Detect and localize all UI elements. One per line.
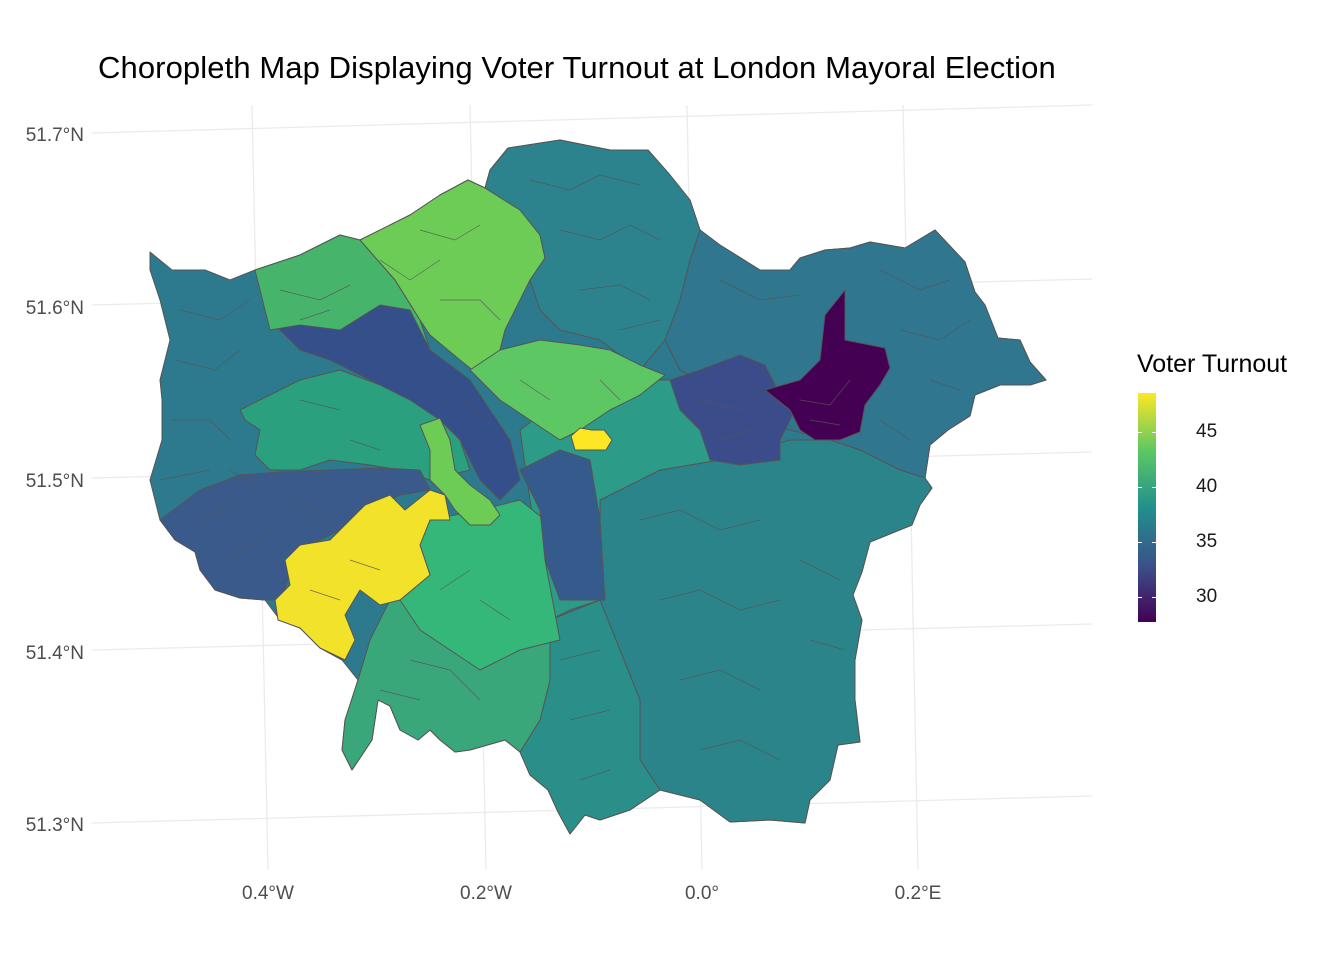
region-lambeth	[519, 449, 606, 601]
region-enfield-haringey-east	[484, 139, 701, 371]
legend-tick	[1152, 542, 1156, 543]
region-bexley-bromley	[599, 439, 933, 824]
legend-tick	[1152, 597, 1156, 598]
lon-label: 0.2°E	[895, 883, 942, 904]
region-richmond-kingston	[274, 489, 451, 661]
lat-label: 51.6°N	[26, 298, 84, 319]
region-camden-islington	[469, 339, 666, 441]
legend-color-bar	[1138, 393, 1156, 622]
legend-tick	[1152, 432, 1156, 433]
region-barking	[764, 289, 891, 441]
lon-label: 0.4°W	[242, 883, 294, 904]
region-north-barnet	[359, 179, 546, 373]
lat-label: 51.4°N	[26, 643, 84, 664]
legend-title: Voter Turnout	[1137, 350, 1288, 378]
map-regions	[149, 139, 1047, 835]
legend-tick	[1138, 597, 1142, 598]
region-newham	[669, 354, 796, 466]
legend-tick	[1138, 542, 1142, 543]
region-kensington-strip	[419, 417, 501, 526]
lat-label: 51.7°N	[26, 125, 84, 146]
legend-label: 40	[1196, 476, 1218, 497]
lon-label: 0.0°	[685, 883, 719, 904]
lon-label: 0.2°W	[460, 883, 512, 904]
lat-label: 51.3°N	[26, 815, 84, 836]
lat-label: 51.5°N	[26, 471, 84, 492]
legend-tick	[1138, 432, 1142, 433]
region-north-central-west	[254, 234, 431, 351]
legend-tick	[1138, 487, 1142, 488]
legend-label: 30	[1196, 586, 1218, 607]
lat-axis: 51.7°N 51.6°N 51.5°N 51.4°N 51.3°N	[26, 125, 84, 836]
ward-boundaries	[159, 174, 971, 781]
lon-axis: 0.4°W 0.2°W 0.0° 0.2°E	[242, 883, 941, 904]
legend-label: 45	[1196, 421, 1218, 442]
legend-label: 35	[1196, 531, 1218, 552]
map-title: Choropleth Map Displaying Voter Turnout …	[98, 50, 1056, 85]
legend-tick	[1152, 487, 1156, 488]
region-city	[570, 427, 613, 451]
